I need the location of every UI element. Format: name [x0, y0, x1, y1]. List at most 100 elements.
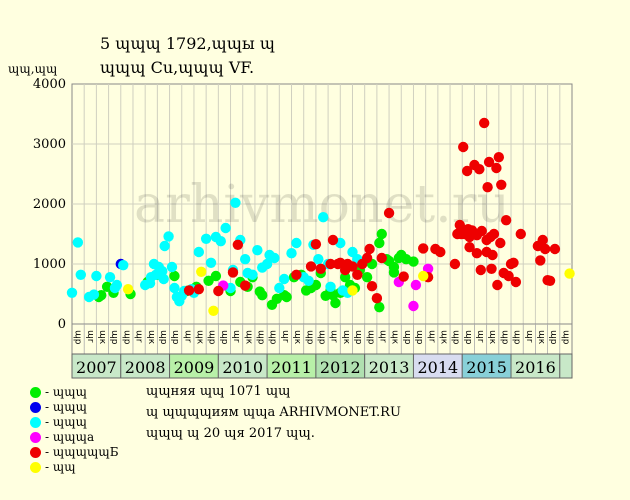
data-point [158, 273, 169, 285]
quarter-label: ɰr [329, 330, 339, 343]
legend-label: - ɰɰɰa [45, 430, 95, 444]
data-point [539, 243, 551, 255]
data-point [371, 293, 383, 304]
quarter-label: ɰр [268, 330, 278, 345]
data-point [464, 242, 475, 253]
quarter-label: ɰr [134, 330, 144, 343]
data-point [122, 284, 134, 295]
data-point [281, 291, 292, 303]
year-label: 2009 [174, 358, 215, 377]
quarter-label: ɰр [158, 330, 168, 345]
legend-marker [30, 432, 41, 443]
data-point [66, 287, 78, 298]
data-point [500, 215, 512, 226]
legend-label: - ɰɰɰɰɰБ [45, 445, 119, 459]
year-label: 2015 [466, 358, 507, 377]
data-point [232, 239, 244, 250]
data-point [339, 272, 351, 283]
data-point [208, 305, 219, 316]
data-point [510, 276, 522, 288]
data-point [230, 197, 241, 208]
data-point [410, 279, 422, 291]
data-point [286, 248, 297, 259]
data-point [376, 252, 387, 264]
data-point [361, 252, 373, 264]
data-point [493, 152, 505, 163]
year-cell [315, 353, 366, 379]
data-point [503, 270, 514, 282]
data-point [315, 263, 326, 274]
quarter-label: ɰр [451, 330, 461, 345]
quarter-label: ɰр [256, 330, 266, 345]
data-point [482, 182, 493, 193]
note-line: ɰ ɰɰɰɰиям ɰɰa ARHIVMONET.RU [146, 405, 401, 420]
quarter-label: ɰр [121, 330, 131, 345]
data-point [313, 254, 324, 265]
year-cell [71, 353, 122, 379]
quarter-label: ɰr [426, 330, 436, 343]
data-point [193, 246, 205, 258]
data-point [492, 279, 503, 291]
legend-item: - ɰɰɰɰɰБ [30, 445, 119, 459]
data-point [537, 234, 548, 246]
data-point [183, 285, 195, 296]
year-cell [461, 353, 512, 379]
data-point [496, 179, 507, 190]
data-point [374, 237, 385, 249]
quarter-label: ɰр [402, 330, 412, 345]
data-point [118, 260, 129, 271]
data-point [366, 281, 378, 292]
quarter-label: ɰк [438, 330, 448, 345]
quarter-label: ɰк [536, 330, 546, 345]
data-point [454, 219, 466, 231]
quarter-label: ɰr [524, 330, 534, 343]
note-line: ɰɰɰ ɰ 20 ɰя 2017 ɰɰ. [146, 426, 315, 441]
data-point [515, 228, 526, 240]
quarter-label: ɰр [109, 330, 119, 345]
data-point [310, 239, 322, 250]
data-point [383, 207, 395, 219]
quarter-label: ɰр [353, 330, 363, 345]
quarter-label: ɰr [85, 330, 95, 343]
year-label: 2010 [222, 358, 263, 377]
quarter-label: ɰр [463, 330, 473, 345]
legend-marker [30, 462, 41, 473]
legend-marker [30, 387, 41, 398]
data-point [88, 289, 100, 300]
data-point [374, 302, 385, 313]
data-point [418, 243, 429, 254]
data-point [495, 237, 506, 249]
quarter-row [71, 323, 573, 355]
quarter-label: ɰr [182, 330, 192, 343]
data-point [475, 264, 486, 276]
legend-label: - ɰɰɰ [45, 385, 88, 399]
quarter-label: ɰr [231, 330, 241, 343]
quarter-label: ɰr [475, 330, 485, 343]
data-point [474, 164, 485, 175]
data-point [449, 258, 461, 270]
quarter-label: ɰк [97, 330, 107, 345]
quarter-label: ɰр [73, 330, 83, 345]
data-point [91, 270, 102, 282]
watermark: arhivmonet.ru [134, 175, 510, 235]
legend-label: - ɰɰ [45, 460, 76, 474]
data-point [318, 212, 329, 223]
data-point [361, 272, 373, 283]
data-point [476, 225, 487, 237]
data-point [376, 228, 387, 240]
quarter-label: ɰr [377, 330, 387, 343]
data-point [347, 261, 358, 272]
data-point [303, 275, 314, 286]
legend-label: - ɰɰɰ [45, 400, 88, 414]
data-point [111, 279, 123, 291]
data-point [535, 255, 546, 266]
data-point [169, 270, 180, 282]
quarter-label: ɰк [390, 330, 400, 345]
data-point [408, 300, 419, 312]
data-point [325, 258, 336, 270]
data-point [104, 272, 116, 283]
data-point [159, 240, 170, 252]
year-label: 2013 [369, 358, 410, 377]
legend-label: - ɰɰɰ [45, 415, 88, 429]
data-point [163, 231, 174, 242]
